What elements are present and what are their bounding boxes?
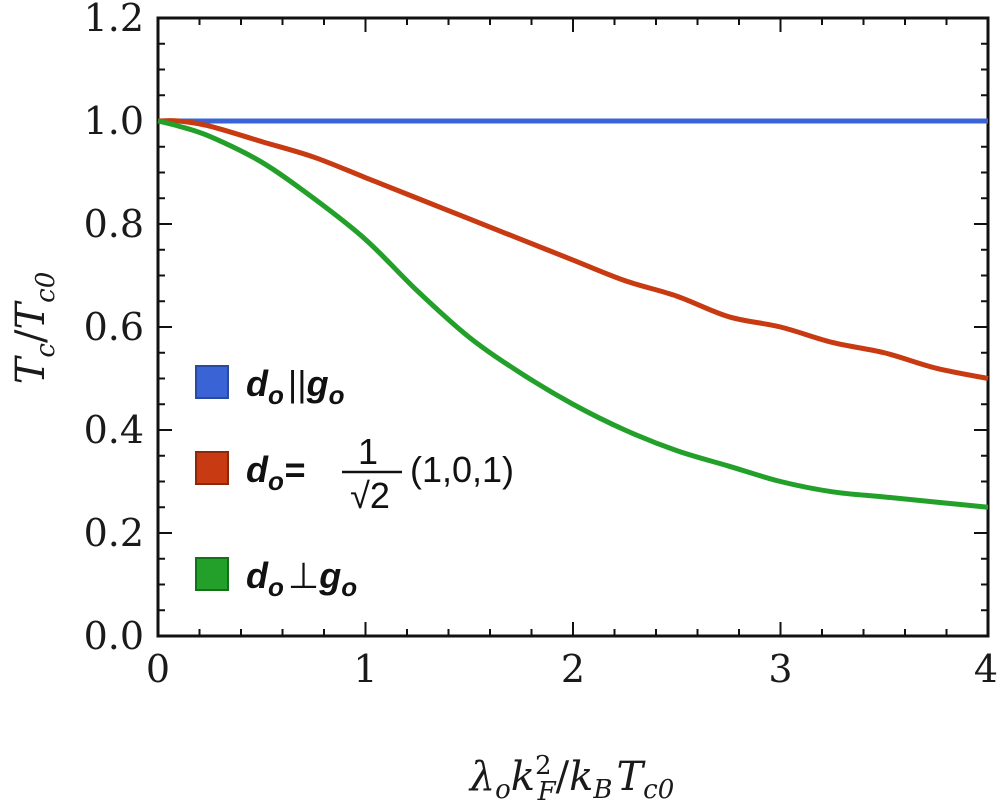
legend-item-parallel: do ||go bbox=[195, 363, 345, 410]
x-tick-label: 4 bbox=[974, 647, 998, 691]
svg-text:√2: √2 bbox=[350, 475, 390, 516]
series-line-perpendicular bbox=[157, 118, 989, 510]
plot-frame bbox=[156, 16, 990, 638]
legend: do ||go do= 1 √2 (1,0,1) do ⊥go bbox=[195, 363, 514, 602]
y-tick-label: 0.4 bbox=[84, 408, 144, 452]
svg-text:do=: do= bbox=[246, 449, 305, 496]
svg-text:(1,0,1): (1,0,1) bbox=[410, 449, 514, 490]
y-tick-labels: 0.0 0.2 0.4 0.6 0.8 1.0 1.2 bbox=[84, 0, 144, 658]
svg-text:Tc/Tc0: Tc/Tc0 bbox=[8, 272, 61, 385]
y-tick-label: 0.0 bbox=[84, 614, 144, 658]
x-tick-labels: 0 1 2 3 4 bbox=[146, 647, 998, 691]
y-tick-label: 0.6 bbox=[84, 305, 144, 349]
x-tick-label: 3 bbox=[768, 647, 792, 691]
x-axis-title: λok2 F/kB Tc0 bbox=[468, 751, 675, 803]
legend-swatch-green bbox=[195, 557, 229, 591]
y-tick-label: 1.2 bbox=[84, 0, 144, 40]
series-line-tilted bbox=[157, 118, 989, 381]
svg-text:do⊥go: do ⊥go bbox=[246, 555, 357, 602]
svg-text:1: 1 bbox=[358, 431, 378, 472]
y-tick-label: 1.0 bbox=[84, 99, 144, 143]
legend-item-perpendicular: do ⊥go bbox=[195, 555, 357, 602]
y-axis-title: Tc/Tc0 bbox=[8, 272, 61, 385]
y-tick-label: 0.2 bbox=[84, 511, 144, 555]
legend-swatch-red bbox=[195, 451, 229, 485]
x-tick-label: 2 bbox=[561, 647, 585, 691]
series-lines bbox=[157, 118, 989, 510]
x-tick-label: 0 bbox=[146, 647, 170, 691]
x-tick-label: 1 bbox=[353, 647, 377, 691]
axis-ticks bbox=[157, 17, 989, 637]
legend-item-tilted: do= 1 √2 (1,0,1) bbox=[195, 431, 514, 516]
y-tick-label: 0.8 bbox=[84, 202, 144, 246]
legend-swatch-blue bbox=[195, 365, 229, 399]
svg-text:do||go: do ||go bbox=[246, 363, 345, 410]
